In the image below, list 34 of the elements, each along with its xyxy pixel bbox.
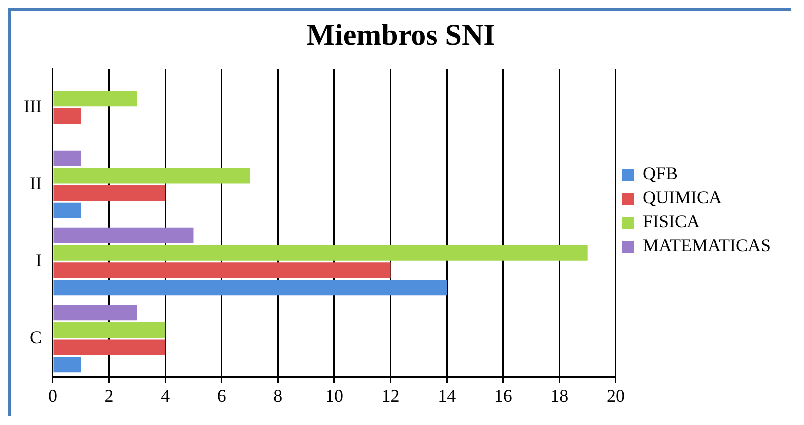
bar <box>54 186 166 202</box>
y-tick-label: C <box>30 328 42 348</box>
legend-label: QUIMICA <box>642 188 722 208</box>
bar <box>54 91 138 107</box>
legend-label: FISICA <box>642 212 700 232</box>
bar <box>54 245 588 261</box>
x-tick-label: 12 <box>382 386 400 406</box>
bar <box>54 108 82 124</box>
legend-label: QFB <box>642 164 678 184</box>
bar <box>54 340 166 356</box>
y-tick-label: I <box>36 250 42 270</box>
bar <box>54 262 391 278</box>
bar <box>54 305 138 321</box>
y-tick-label: II <box>30 173 42 194</box>
x-tick-label: 18 <box>550 386 569 406</box>
bar <box>54 280 448 296</box>
x-tick-label: 0 <box>48 386 58 406</box>
bar <box>54 150 82 166</box>
x-tick-label: 6 <box>217 386 226 406</box>
x-tick-label: 10 <box>325 386 344 406</box>
x-tick-label: 14 <box>438 386 456 406</box>
legend-label: MATEMATICAS <box>642 236 772 256</box>
chart-title: Miembros SNI <box>306 18 496 52</box>
bar <box>54 357 82 373</box>
x-tick-label: 2 <box>104 386 114 406</box>
x-tick-label: 8 <box>274 386 283 406</box>
x-tick-label: 4 <box>161 386 170 406</box>
x-tick-label: 16 <box>494 386 512 406</box>
bar <box>54 202 82 218</box>
bar <box>54 228 194 244</box>
x-tick-label: 20 <box>606 386 625 406</box>
bar <box>54 322 166 338</box>
bar <box>54 168 250 184</box>
y-tick-label: III <box>24 96 42 116</box>
